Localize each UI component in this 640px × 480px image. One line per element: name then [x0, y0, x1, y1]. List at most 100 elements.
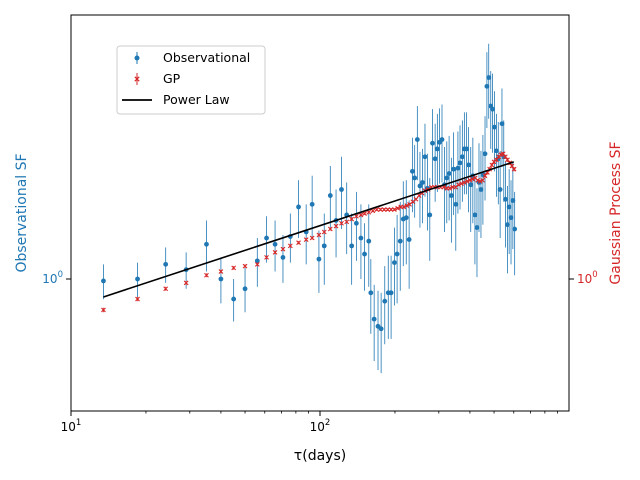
gp-marker	[327, 226, 333, 232]
gp-point	[303, 237, 309, 242]
legend-label-observational: Observational	[163, 50, 250, 65]
gp-marker	[447, 185, 453, 191]
gp-marker	[505, 157, 510, 163]
gp-marker	[135, 296, 140, 302]
observational-point	[459, 120, 465, 202]
gp-marker	[358, 212, 364, 218]
gp-marker	[272, 249, 278, 255]
gp-point	[401, 204, 407, 210]
left-y-axis-ticks: 100	[42, 270, 71, 286]
observational-marker	[499, 121, 505, 127]
gp-marker	[502, 154, 508, 160]
observational-point	[264, 216, 269, 263]
plot-area	[101, 43, 518, 374]
observational-point	[484, 52, 490, 128]
observational-point	[430, 109, 435, 185]
observational-marker	[412, 175, 418, 181]
gp-point	[459, 181, 464, 187]
observational-point	[371, 284, 377, 362]
gp-point	[327, 226, 333, 232]
right-y-axis-ticks: 100	[569, 270, 598, 286]
gp-marker	[254, 261, 260, 267]
gp-marker	[231, 265, 237, 271]
gp-point	[447, 185, 453, 191]
observational-marker	[296, 204, 301, 210]
observational-point	[478, 150, 484, 239]
observational-marker	[432, 156, 438, 162]
observational-marker	[397, 238, 403, 244]
gp-point	[370, 208, 376, 214]
observational-marker	[420, 180, 425, 185]
observational-point	[497, 150, 503, 239]
observational-marker	[427, 212, 433, 218]
legend-gp-marker	[134, 73, 140, 85]
gp-point	[404, 203, 410, 209]
legend: Observational GP Power Law	[116, 45, 266, 115]
observational-marker	[409, 168, 415, 174]
observational-marker	[163, 261, 169, 267]
observational-point	[242, 267, 248, 313]
gp-marker	[509, 163, 515, 169]
gp-point	[344, 219, 350, 225]
observational-point	[455, 131, 461, 214]
gp-point	[309, 235, 315, 241]
observational-point	[353, 191, 359, 261]
gp-point	[366, 209, 372, 215]
observational-point	[508, 180, 514, 265]
observational-marker	[358, 235, 364, 241]
observational-marker	[254, 258, 260, 264]
gp-marker	[404, 203, 410, 209]
observational-marker	[349, 243, 355, 249]
observational-point	[457, 125, 463, 210]
observational-marker	[321, 243, 327, 249]
gp-marker	[378, 207, 383, 212]
observational-point	[482, 116, 488, 201]
observational-marker	[392, 260, 397, 265]
observational-point	[218, 257, 224, 304]
gp-point	[470, 176, 475, 182]
observational-marker	[444, 175, 450, 181]
gp-marker	[204, 272, 209, 278]
gp-marker	[353, 213, 359, 219]
gp-point	[392, 207, 397, 212]
gp-marker	[475, 177, 481, 183]
gp-marker	[309, 235, 315, 241]
observational-point	[316, 230, 322, 293]
gp-marker	[333, 223, 339, 229]
observational-point	[510, 161, 516, 250]
observational-point	[339, 156, 344, 230]
gp-marker	[477, 178, 483, 184]
observational-point	[503, 160, 508, 248]
gp-point	[183, 280, 189, 286]
observational-marker	[327, 193, 333, 198]
gp-point	[349, 216, 355, 222]
observational-marker	[480, 172, 486, 178]
observational-point	[466, 127, 471, 213]
observational-point	[444, 141, 450, 224]
gp-point	[101, 307, 106, 313]
observational-marker	[231, 296, 237, 302]
gp-point	[218, 269, 224, 274]
gp-point	[395, 205, 401, 211]
observational-point	[506, 169, 512, 255]
observational-marker	[242, 286, 248, 292]
observational-point	[321, 213, 327, 285]
gp-point	[461, 180, 467, 185]
observational-marker	[510, 198, 516, 203]
gp-marker	[280, 246, 286, 252]
gp-marker	[401, 204, 407, 210]
power-law-line	[103, 161, 515, 298]
observational-marker	[446, 171, 452, 176]
observational-marker	[464, 146, 470, 152]
observational-marker	[366, 238, 372, 244]
gp-point	[358, 212, 364, 218]
observational-marker	[388, 290, 394, 296]
gp-marker	[163, 286, 169, 292]
observational-marker	[503, 196, 508, 202]
legend-observational-marker	[134, 52, 140, 64]
gp-marker	[480, 177, 486, 183]
observational-point	[296, 180, 301, 239]
observational-marker	[455, 165, 461, 171]
legend-box	[116, 45, 266, 115]
